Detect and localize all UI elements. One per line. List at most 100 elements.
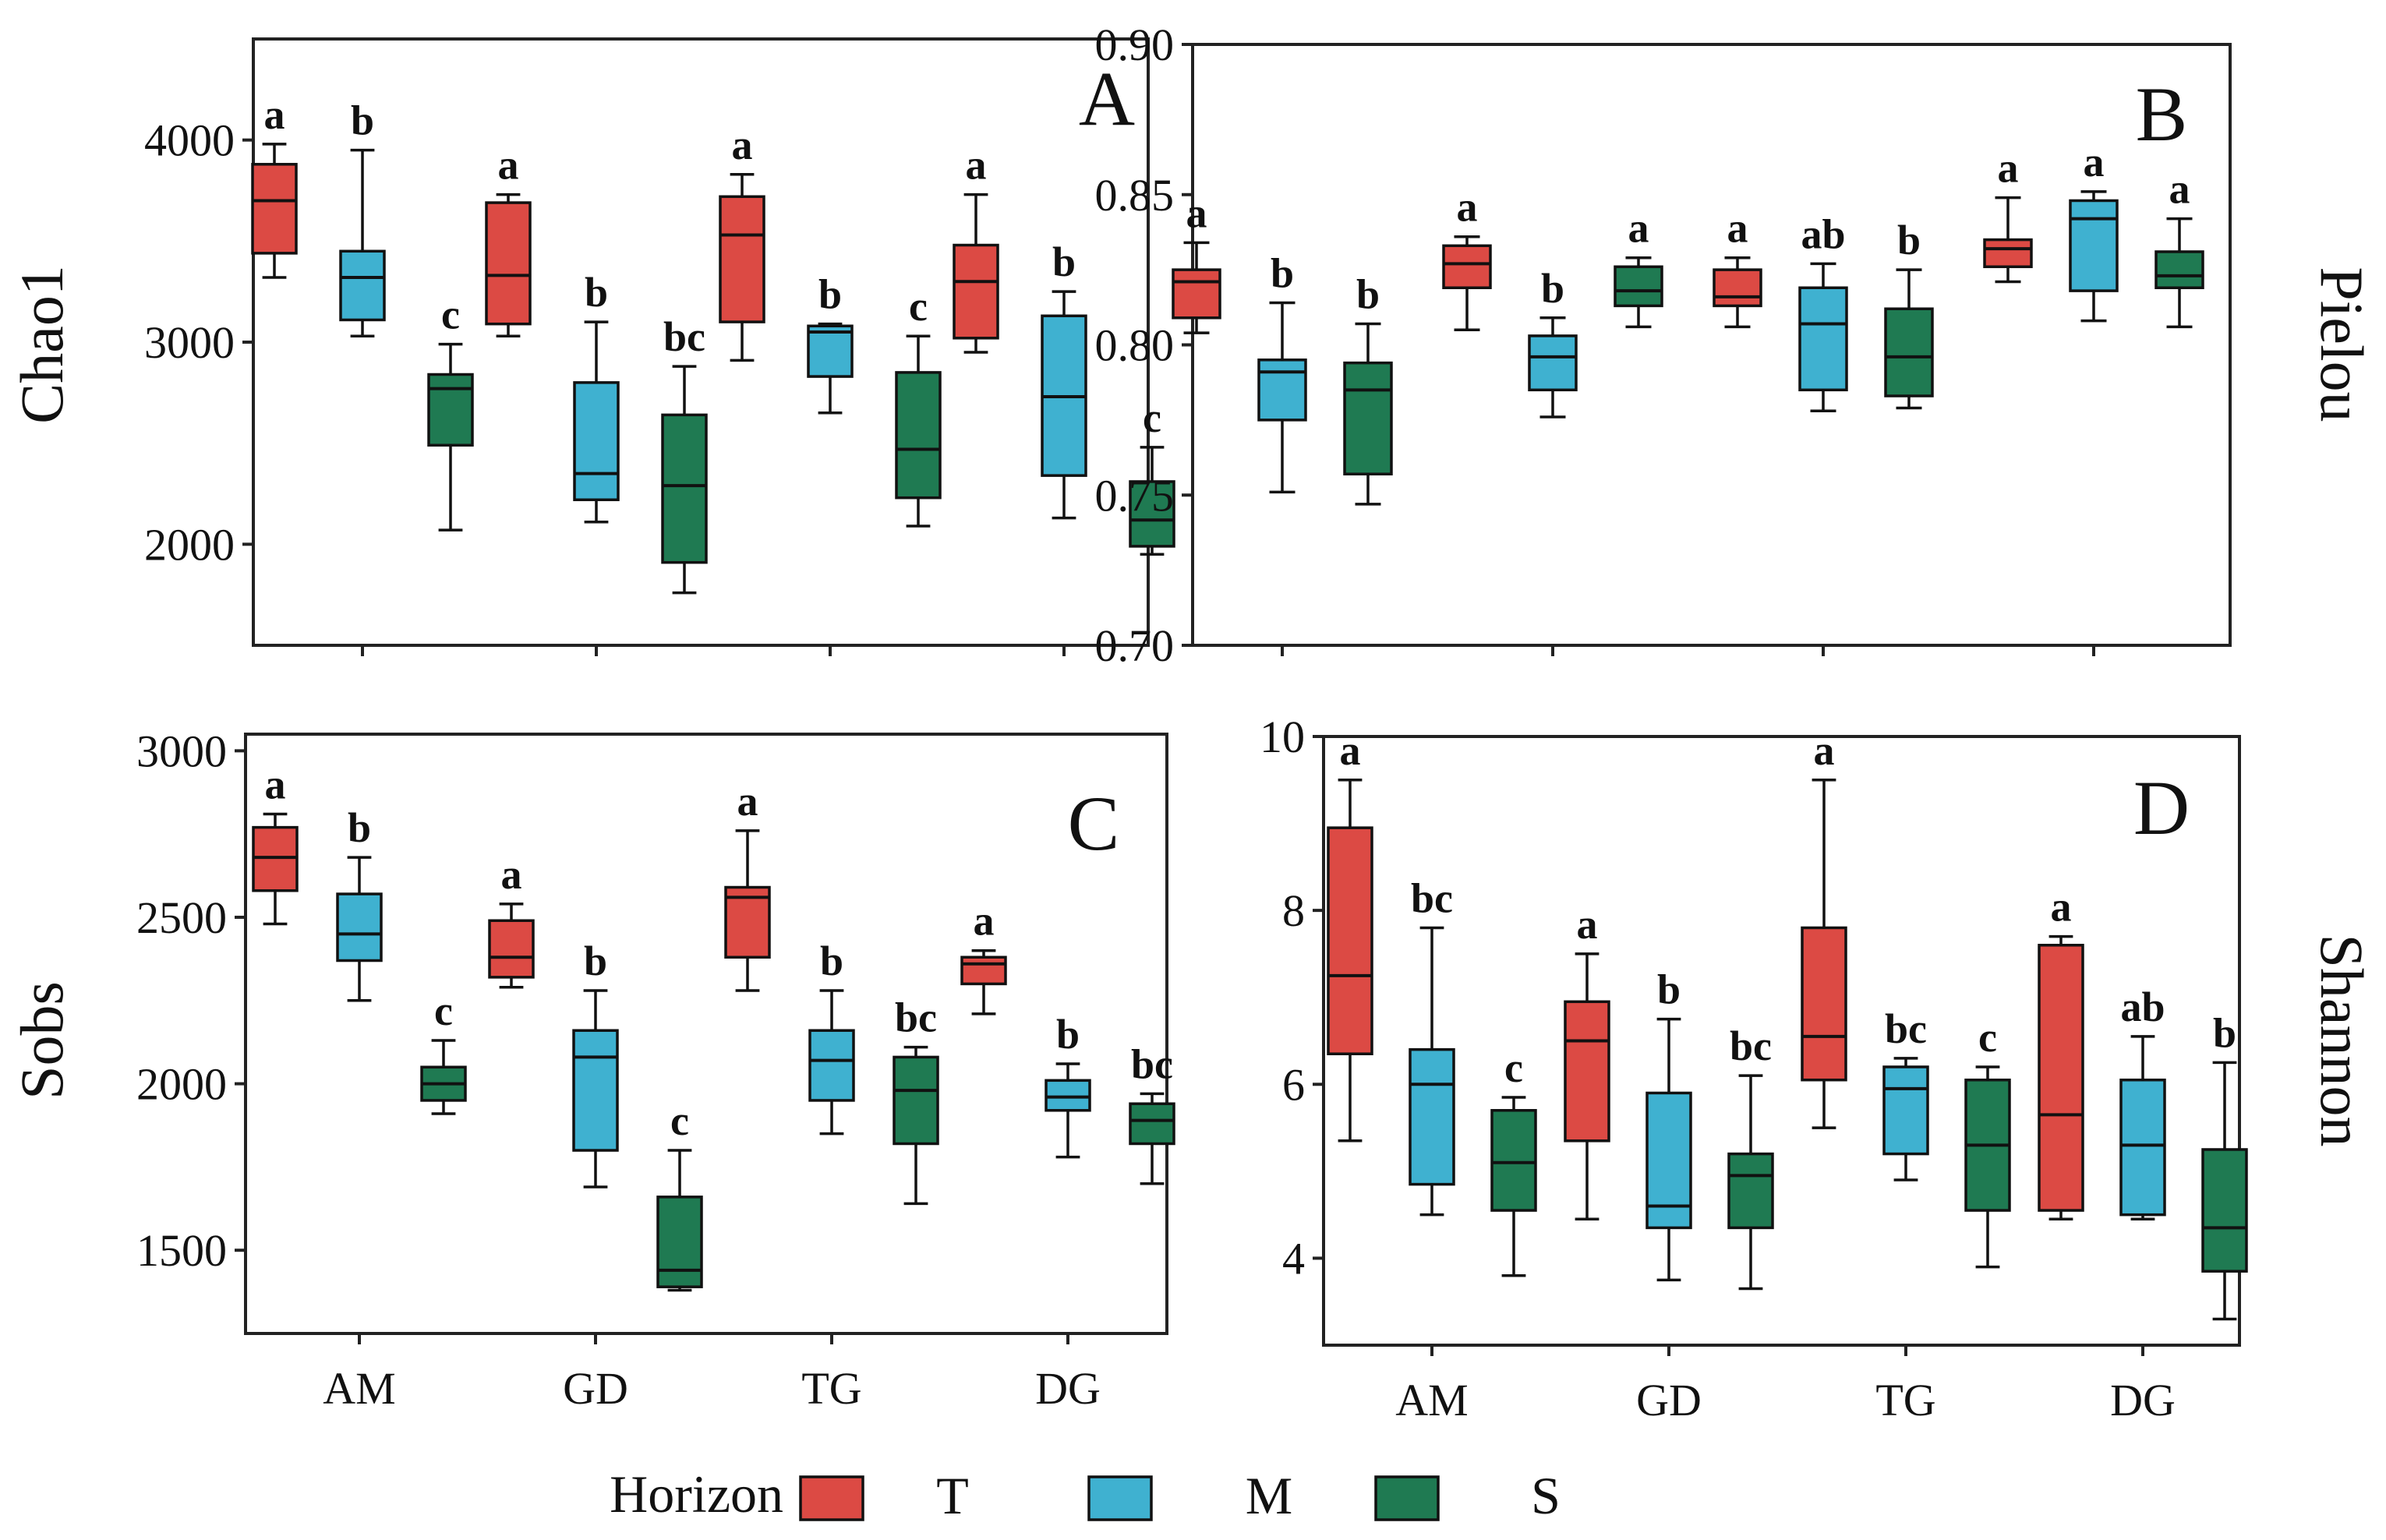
box-s-tg: bc	[893, 994, 939, 1206]
significance-letter: c	[1978, 1014, 1997, 1061]
x-tick-label-am: AM	[323, 1363, 395, 1414]
y-tick-label: 2000	[144, 519, 235, 570]
box-t-gd: a	[1442, 184, 1492, 331]
significance-letter: c	[1143, 394, 1161, 441]
significance-letter: a	[737, 778, 758, 825]
box-m-gd: b	[572, 938, 619, 1189]
box-t-am: a	[252, 761, 299, 926]
significance-letter: b	[1052, 238, 1076, 285]
significance-letter: bc	[1131, 1040, 1173, 1087]
significance-letter: a	[974, 898, 995, 945]
y-tick-label: 4000	[144, 115, 235, 166]
iqr-box	[488, 919, 535, 979]
significance-letter: c	[670, 1097, 689, 1144]
significance-letter: b	[348, 804, 371, 851]
significance-letter: bc	[895, 994, 937, 1041]
significance-letter: a	[2169, 166, 2190, 213]
y-tick-label: 0.75	[1095, 470, 1175, 521]
iqr-box	[1801, 926, 1847, 1082]
axis-title-sobs: Sobs	[8, 981, 76, 1100]
significance-letter: b	[1271, 250, 1294, 297]
iqr-box	[1614, 265, 1663, 308]
box-m-tg: bc	[1882, 1005, 1929, 1181]
significance-letter: a	[1457, 184, 1478, 231]
box-t-am: a	[1172, 189, 1221, 334]
iqr-box	[893, 1055, 939, 1146]
iqr-box	[1409, 1047, 1455, 1186]
iqr-box	[2201, 1148, 2248, 1273]
significance-letter: a	[2084, 139, 2105, 185]
significance-letter: bc	[1730, 1023, 1772, 1069]
iqr-box	[1129, 1102, 1175, 1146]
y-tick-label: 0.85	[1095, 170, 1175, 221]
iqr-box	[2119, 1078, 2166, 1217]
significance-letter: a	[1577, 901, 1598, 948]
box-t-dg: a	[1983, 145, 2033, 284]
box-s-gd: bc	[661, 313, 708, 595]
box-t-dg: a	[960, 898, 1007, 1015]
significance-letter: bc	[1885, 1005, 1927, 1052]
y-tick-label: 4	[1282, 1233, 1305, 1284]
box-s-dg: b	[2201, 1009, 2248, 1321]
iqr-box	[1882, 1065, 1929, 1156]
significance-letter: c	[434, 987, 453, 1034]
box-m-gd: b	[1645, 966, 1692, 1282]
box-s-gd: a	[1614, 205, 1663, 329]
box-m-gd: b	[1528, 265, 1578, 419]
box-m-am: bc	[1409, 874, 1455, 1217]
significance-letter: bc	[1411, 874, 1453, 921]
x-tick-label-dg: DG	[1035, 1363, 1101, 1414]
iqr-box	[719, 195, 765, 323]
y-tick-label: 1500	[136, 1225, 227, 1276]
iqr-box	[252, 825, 299, 892]
iqr-box	[2154, 250, 2204, 290]
iqr-box	[1442, 244, 1492, 290]
iqr-box	[427, 373, 474, 447]
iqr-box	[953, 243, 999, 340]
iqr-box	[2038, 944, 2084, 1212]
box-t-gd: a	[488, 851, 535, 989]
significance-letter: b	[820, 938, 843, 984]
significance-letter: ab	[2120, 984, 2165, 1030]
legend-title: Horizon	[610, 1464, 783, 1524]
panel-letter-B: B	[2136, 71, 2188, 157]
box-t-am: a	[1327, 727, 1373, 1143]
significance-letter: a	[1814, 727, 1835, 774]
axis-title-pielou: Pielou	[2308, 267, 2376, 422]
iqr-box	[1343, 361, 1393, 476]
iqr-box	[572, 1029, 619, 1152]
iqr-box	[656, 1196, 703, 1288]
iqr-box	[1884, 307, 1934, 397]
box-s-gd: c	[656, 1097, 703, 1292]
iqr-box	[1713, 268, 1762, 308]
box-m-dg: a	[2069, 139, 2119, 323]
iqr-box	[1983, 238, 2033, 269]
legend: Horizon T M S	[610, 1464, 1561, 1525]
box-m-am: b	[1257, 250, 1307, 494]
iqr-box	[807, 324, 854, 378]
iqr-box	[1129, 480, 1175, 548]
box-m-tg: b	[807, 271, 854, 415]
significance-letter: c	[441, 291, 460, 338]
axis-title-shannon: Shannon	[2308, 934, 2376, 1147]
iqr-box	[2069, 199, 2119, 292]
box-t-gd: a	[1564, 901, 1610, 1220]
significance-letter: b	[1897, 217, 1921, 263]
legend-label-s: S	[1531, 1466, 1561, 1525]
legend-label-t: T	[936, 1466, 969, 1525]
legend-swatch-t	[799, 1475, 864, 1521]
box-s-dg: bc	[1129, 1040, 1175, 1185]
y-tick-label: 0.70	[1095, 620, 1175, 671]
panel-B-pielou: Pielou B 0.700.750.800.850.90a a aab bababa…	[1095, 19, 2377, 671]
box-s-am: b	[1343, 271, 1393, 506]
significance-letter: a	[1340, 727, 1361, 774]
y-tick-label: 10	[1260, 712, 1305, 762]
y-tick-label: 0.80	[1095, 320, 1175, 371]
significance-letter: a	[1998, 145, 2019, 192]
significance-letter: b	[2213, 1009, 2236, 1056]
box-s-tg: c	[895, 283, 942, 528]
significance-letter: c	[909, 283, 928, 330]
iqr-box	[251, 163, 298, 255]
